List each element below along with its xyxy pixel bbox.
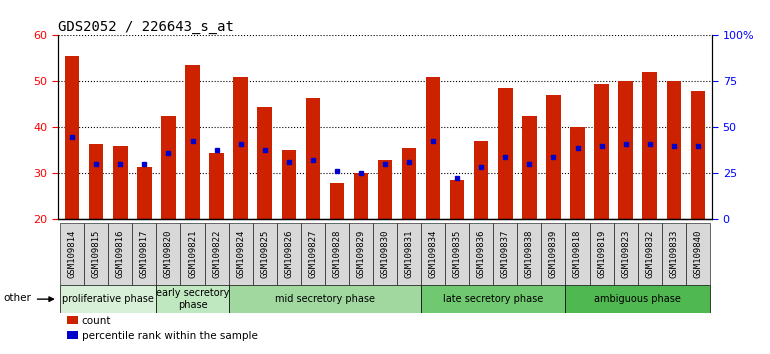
Bar xyxy=(661,223,686,285)
Text: GSM109832: GSM109832 xyxy=(645,230,654,278)
Bar xyxy=(594,84,609,219)
Text: GSM109825: GSM109825 xyxy=(260,230,269,278)
Bar xyxy=(60,285,156,313)
Bar xyxy=(229,285,421,313)
Bar xyxy=(109,223,132,285)
Bar xyxy=(89,143,103,219)
Text: GSM109831: GSM109831 xyxy=(404,230,413,278)
Bar xyxy=(137,166,152,219)
Bar xyxy=(301,223,325,285)
Text: GSM109836: GSM109836 xyxy=(477,230,486,278)
Text: GDS2052 / 226643_s_at: GDS2052 / 226643_s_at xyxy=(58,21,233,34)
Bar xyxy=(421,285,565,313)
Bar xyxy=(614,223,638,285)
Bar xyxy=(156,223,180,285)
Text: mid secretory phase: mid secretory phase xyxy=(275,294,375,304)
Bar xyxy=(161,116,176,219)
Text: GSM109822: GSM109822 xyxy=(212,230,221,278)
Text: early secretory
phase: early secretory phase xyxy=(156,288,229,310)
Text: GSM109837: GSM109837 xyxy=(500,230,510,278)
Bar xyxy=(546,95,561,219)
Legend: count, percentile rank within the sample: count, percentile rank within the sample xyxy=(63,312,262,345)
Bar xyxy=(373,223,397,285)
Bar xyxy=(132,223,156,285)
Bar xyxy=(180,223,205,285)
Bar xyxy=(691,91,705,219)
Bar xyxy=(517,223,541,285)
Text: proliferative phase: proliferative phase xyxy=(62,294,154,304)
Bar xyxy=(402,148,417,219)
Bar xyxy=(229,223,253,285)
Bar xyxy=(397,223,421,285)
Text: GSM109833: GSM109833 xyxy=(669,230,678,278)
Bar xyxy=(522,116,537,219)
Bar xyxy=(565,223,590,285)
Bar xyxy=(282,150,296,219)
Text: other: other xyxy=(3,293,31,303)
Text: GSM109830: GSM109830 xyxy=(380,230,390,278)
Bar xyxy=(498,88,513,219)
Bar xyxy=(209,153,224,219)
Text: GSM109817: GSM109817 xyxy=(140,230,149,278)
Bar xyxy=(306,97,320,219)
Text: GSM109840: GSM109840 xyxy=(693,230,702,278)
Bar xyxy=(330,183,344,219)
Text: GSM109820: GSM109820 xyxy=(164,230,173,278)
Bar xyxy=(186,65,199,219)
Bar xyxy=(469,223,494,285)
Text: GSM109834: GSM109834 xyxy=(429,230,437,278)
Bar xyxy=(276,223,301,285)
Bar xyxy=(571,127,584,219)
Bar xyxy=(156,285,229,313)
Bar xyxy=(445,223,469,285)
Text: GSM109838: GSM109838 xyxy=(525,230,534,278)
Text: GSM109829: GSM109829 xyxy=(357,230,366,278)
Bar xyxy=(205,223,229,285)
Text: GSM109818: GSM109818 xyxy=(573,230,582,278)
Bar xyxy=(618,81,633,219)
Bar xyxy=(474,141,488,219)
Bar xyxy=(494,223,517,285)
Text: GSM109815: GSM109815 xyxy=(92,230,101,278)
Text: GSM109821: GSM109821 xyxy=(188,230,197,278)
Bar xyxy=(65,56,79,219)
Text: GSM109823: GSM109823 xyxy=(621,230,630,278)
Bar xyxy=(60,223,84,285)
Text: GSM109814: GSM109814 xyxy=(68,230,77,278)
Bar xyxy=(426,77,440,219)
Text: GSM109828: GSM109828 xyxy=(333,230,341,278)
Text: GSM109835: GSM109835 xyxy=(453,230,462,278)
Bar xyxy=(642,72,657,219)
Bar xyxy=(667,81,681,219)
Bar xyxy=(421,223,445,285)
Text: GSM109816: GSM109816 xyxy=(116,230,125,278)
Text: GSM109819: GSM109819 xyxy=(597,230,606,278)
Text: GSM109839: GSM109839 xyxy=(549,230,558,278)
Text: GSM109827: GSM109827 xyxy=(308,230,317,278)
Bar xyxy=(113,146,128,219)
Text: GSM109824: GSM109824 xyxy=(236,230,245,278)
Bar xyxy=(257,107,272,219)
Bar xyxy=(349,223,373,285)
Bar xyxy=(84,223,109,285)
Bar xyxy=(378,160,392,219)
Text: ambiguous phase: ambiguous phase xyxy=(594,294,681,304)
Text: GSM109826: GSM109826 xyxy=(284,230,293,278)
Bar xyxy=(253,223,276,285)
Bar xyxy=(450,181,464,219)
Bar xyxy=(590,223,614,285)
Bar xyxy=(353,173,368,219)
Bar xyxy=(638,223,661,285)
Bar xyxy=(325,223,349,285)
Bar xyxy=(686,223,710,285)
Text: late secretory phase: late secretory phase xyxy=(444,294,544,304)
Bar xyxy=(565,285,710,313)
Bar xyxy=(233,77,248,219)
Bar xyxy=(541,223,565,285)
